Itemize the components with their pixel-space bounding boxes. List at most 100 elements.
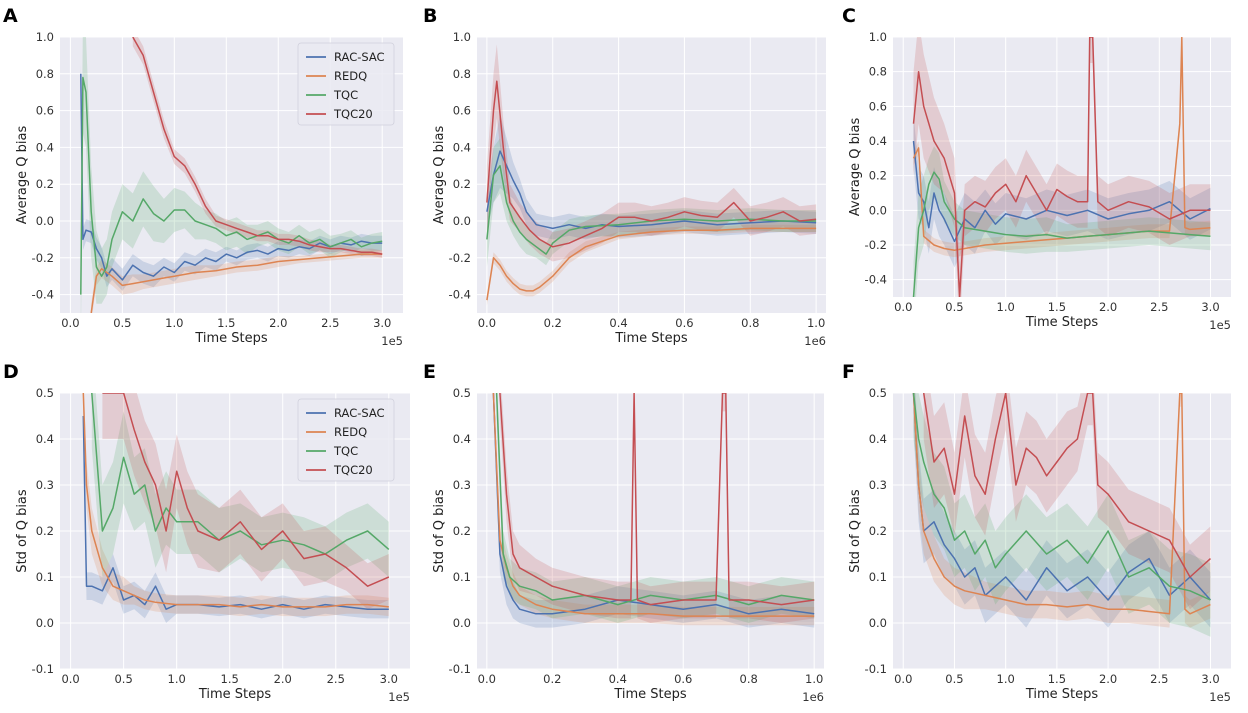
legend-label: RAC-SAC: [334, 406, 385, 420]
x-tick-label: 1.5: [221, 672, 239, 686]
y-tick-label: 0.4: [453, 140, 471, 154]
line-redq: [912, 393, 1211, 615]
legend: RAC-SAC REDQ TQC TQC20: [297, 398, 395, 482]
x-tick-label: 0.5: [114, 672, 132, 686]
x-tick-label: 2.5: [321, 316, 339, 330]
x-axis-label: Time Steps: [1025, 315, 1099, 330]
line-tqc: [912, 393, 1211, 601]
line-redq: [90, 253, 383, 313]
axis-offset-text: 1e5: [381, 334, 403, 348]
panel-letter: F: [842, 361, 855, 383]
y-tick-label: 1.0: [453, 30, 471, 44]
x-tick-label: 1.0: [807, 316, 825, 330]
series-group: [912, 393, 1212, 637]
x-tick-label: 1.5: [1048, 672, 1066, 686]
y-tick-label: 0.4: [36, 432, 54, 446]
legend-label: TQC: [333, 444, 358, 458]
band-tqc20: [486, 44, 817, 262]
x-tick-label: 0.0: [61, 316, 79, 330]
x-tick-label: 3.0: [380, 672, 398, 686]
x-tick-label: 0.6: [675, 316, 693, 330]
line-rac-sac: [492, 393, 815, 615]
x-tick-label: 3.0: [1201, 300, 1219, 314]
y-tick-label: 0.0: [453, 616, 471, 630]
y-tick-label: 0.4: [869, 134, 887, 148]
band-rac-sac: [83, 402, 389, 623]
x-tick-label: 1.0: [165, 316, 183, 330]
line-tqc: [912, 171, 1211, 297]
axis-offset-text: 1e6: [802, 690, 824, 704]
y-tick-label: 0.2: [453, 524, 471, 538]
x-tick-label: 0.0: [61, 672, 79, 686]
x-tick-label: 0.0: [478, 672, 496, 686]
y-tick-label: -0.4: [32, 288, 54, 302]
y-tick-label: 0.2: [36, 177, 54, 191]
y-tick-label: 0.0: [869, 203, 887, 217]
y-tick-label: -0.1: [32, 662, 54, 676]
y-tick-label: 0.2: [36, 524, 54, 538]
y-tick-label: 0.2: [453, 177, 471, 191]
line-tqc: [80, 76, 383, 295]
y-tick-label: 0.1: [453, 570, 471, 584]
legend-label: TQC20: [333, 107, 373, 121]
line-tqc20: [922, 393, 1212, 578]
y-axis-label: Average Q bias: [15, 126, 30, 225]
legend-label: RAC-SAC: [334, 50, 385, 64]
y-tick-label: 0.6: [453, 104, 471, 118]
x-tick-label: 0.5: [113, 316, 131, 330]
panel-letter: A: [3, 5, 18, 27]
plot-area: [477, 37, 826, 313]
y-tick-label: 0.4: [869, 432, 887, 446]
y-tick-label: 0.5: [36, 386, 54, 400]
line-tqc20: [102, 393, 390, 587]
x-axis-label: Time Steps: [194, 331, 268, 346]
legend-box: [297, 42, 395, 126]
x-tick-label: 0.4: [609, 316, 627, 330]
x-tick-label: 0.0: [894, 672, 912, 686]
x-tick-label: 0.8: [740, 672, 758, 686]
x-tick-label: 2.0: [1099, 300, 1117, 314]
y-tick-label: 0.0: [36, 214, 54, 228]
y-tick-label: 0.0: [453, 214, 471, 228]
x-axis-label: Time Steps: [1025, 687, 1099, 702]
panel-c: C -0.4 -0.2 0.0 0.2 0.4 0.6 0.8 1.0 0.0 0.5 1.0 1.5 2…: [842, 5, 1231, 332]
x-tick-label: 1.0: [997, 300, 1015, 314]
y-tick-label: -0.2: [449, 251, 471, 265]
line-rac-sac: [912, 140, 1211, 243]
panel-f: F -0.1 0.0 0.1 0.2 0.3 0.4 0.5 0.0 0.5 1.0 1.5 2.0 2.…: [842, 361, 1231, 704]
x-tick-label: 2.0: [274, 672, 292, 686]
y-tick-label: 0.5: [453, 386, 471, 400]
band-redq: [493, 393, 815, 626]
band-rac-sac: [913, 115, 1211, 268]
legend: RAC-SAC REDQ TQC TQC20: [297, 42, 395, 126]
panel-letter: D: [3, 361, 19, 383]
x-tick-label: 3.0: [373, 316, 391, 330]
band-tqc20: [923, 393, 1211, 610]
band-redq: [83, 393, 389, 617]
band-tqc: [91, 393, 389, 582]
band-redq: [91, 250, 383, 313]
x-tick-label: 3.0: [1201, 672, 1219, 686]
x-tick-label: 2.0: [1099, 672, 1117, 686]
y-tick-label: 0.2: [869, 524, 887, 538]
x-axis-label: Time Steps: [613, 687, 687, 702]
series-group: [80, 37, 383, 313]
y-axis-label: Std of Q bias: [432, 489, 447, 573]
band-rac-sac: [913, 393, 1211, 628]
x-tick-label: 0.6: [674, 672, 692, 686]
line-redq: [912, 37, 1211, 251]
x-tick-label: 0.2: [544, 316, 562, 330]
x-tick-label: 0.2: [543, 672, 561, 686]
y-tick-label: 0.5: [869, 386, 887, 400]
x-tick-label: 1.5: [1048, 300, 1066, 314]
y-tick-label: 0.2: [869, 169, 887, 183]
x-tick-label: 2.5: [1150, 300, 1168, 314]
y-tick-label: 0.4: [453, 432, 471, 446]
panel-letter: C: [842, 5, 856, 27]
band-rac-sac: [486, 114, 817, 240]
line-rac-sac: [912, 393, 1212, 601]
y-tick-label: 0.6: [36, 104, 54, 118]
y-tick-label: 0.8: [453, 67, 471, 81]
y-axis-label: Average Q bias: [848, 118, 863, 217]
